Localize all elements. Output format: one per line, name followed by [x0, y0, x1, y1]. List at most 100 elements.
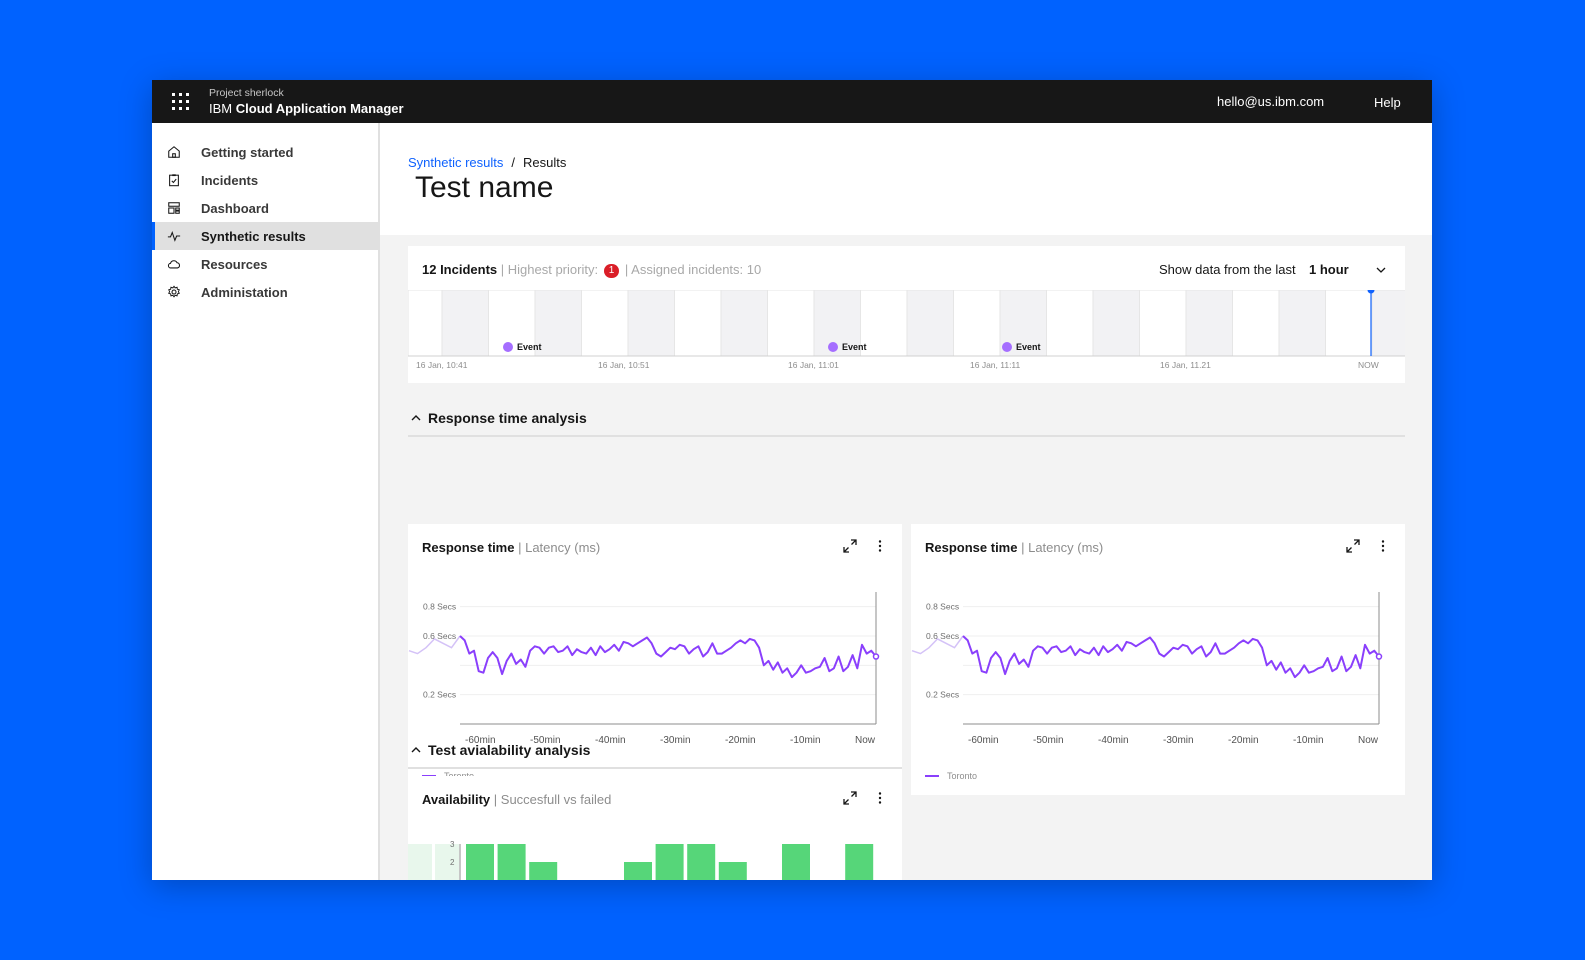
- legend-swatch: [925, 775, 939, 777]
- chevron-down-icon: [1376, 267, 1386, 273]
- x-tick-label: -60min: [968, 735, 999, 746]
- product-name: IBM Cloud Application Manager: [209, 100, 404, 117]
- priority-badge: 1: [603, 264, 620, 278]
- incident-summary: 12 Incidents | Highest priority: 1 | Ass…: [422, 262, 761, 278]
- timeline-column: [860, 290, 908, 357]
- breadcrumb-separator: /: [511, 155, 515, 170]
- timeline-tick-label: 16 Jan, 10:51: [598, 360, 650, 370]
- event-marker: Event: [828, 342, 867, 352]
- y-tick-label: 0.6 Secs: [926, 631, 959, 641]
- timeline-column: [1046, 290, 1094, 357]
- event-dot: [828, 342, 838, 352]
- card-actions: [1345, 538, 1391, 554]
- timeline-column: [953, 290, 1001, 357]
- response-time-chart: 0.8 Secs 0.6 Secs 0.2 Secs -60min -50min -40m…: [408, 592, 880, 746]
- sidebar-item-label: Administation: [201, 285, 288, 300]
- overflow-menu-icon[interactable]: [1375, 538, 1391, 554]
- now-indicator-dot: [1367, 290, 1375, 294]
- incident-timeline: Event Event Event 16 Jan, 10:41 16 Jan, 10:5…: [408, 290, 1405, 370]
- event-dot: [503, 342, 513, 352]
- x-tick-label: Now: [855, 735, 876, 746]
- x-tick-label: -40min: [595, 735, 626, 746]
- y-tick-label: 3: [450, 840, 455, 849]
- y-tick-label: 0.6 Secs: [423, 631, 456, 641]
- section-title: Response time analysis: [428, 410, 587, 426]
- timeline-column: [1232, 290, 1280, 357]
- expand-icon[interactable]: [1345, 538, 1361, 554]
- overflow-menu-icon[interactable]: [872, 790, 888, 806]
- series-line-toronto: [459, 635, 877, 679]
- sidebar-item-getting-started[interactable]: Getting started: [152, 138, 378, 166]
- bar-faint: [435, 844, 459, 880]
- x-tick-label: -20min: [1228, 735, 1259, 746]
- chart-subtitle: | Succesfull vs failed: [493, 792, 612, 807]
- availability-bar: [497, 844, 526, 880]
- timeline-column: [674, 290, 722, 357]
- sidebar-item-label: Dashboard: [201, 201, 269, 216]
- sidebar-item-resources[interactable]: Resources: [152, 250, 378, 278]
- product-brand[interactable]: Project sherlock IBM Cloud Application M…: [209, 87, 404, 117]
- event-label: Event: [517, 342, 542, 352]
- event-label: Event: [1016, 342, 1041, 352]
- chart-subtitle: | Latency (ms): [1021, 540, 1104, 555]
- timeline-tick-label: 16 Jan, 11:11: [970, 360, 1021, 370]
- event-label: Event: [842, 342, 867, 352]
- section-header-availability[interactable]: Test avialability analysis: [410, 742, 590, 758]
- dashboard-icon: [168, 202, 180, 214]
- series-line-faint: [911, 635, 964, 655]
- availability-bar: [782, 844, 810, 880]
- series-end-point: [1375, 653, 1383, 660]
- response-time-card-2: Response time | Latency (ms) 0.8 Secs 0.6…: [911, 524, 1405, 795]
- overflow-menu-icon[interactable]: [872, 538, 888, 554]
- product-title: Cloud Application Manager: [235, 101, 404, 116]
- sidebar-item-incidents[interactable]: Incidents: [152, 166, 378, 194]
- app-window: Project sherlock IBM Cloud Application M…: [152, 80, 1432, 880]
- sidebar-item-synthetic-results[interactable]: Synthetic results: [152, 222, 378, 250]
- chart-title-text: Availability: [422, 792, 491, 807]
- breadcrumb-current: Results: [523, 155, 567, 170]
- chart-title-text: Response time: [925, 540, 1018, 555]
- x-tick-label: -30min: [660, 735, 691, 746]
- sidebar-item-administation[interactable]: Administation: [152, 278, 378, 306]
- availability-bar: [845, 844, 874, 880]
- response-time-chart: 0.8 Secs 0.6 Secs 0.2 Secs -60min -50min -40m…: [911, 592, 1383, 746]
- x-tick-label: Now: [1358, 735, 1379, 746]
- timeline-tick-label: 16 Jan, 11.21: [1160, 360, 1211, 370]
- timeline-column: [408, 290, 443, 357]
- help-link[interactable]: Help: [1374, 95, 1401, 110]
- availability-bar: [718, 862, 747, 880]
- expand-icon[interactable]: [842, 538, 858, 554]
- timeline-column: [1325, 290, 1373, 357]
- page-title: Test name: [415, 171, 554, 204]
- series-line-toronto: [962, 635, 1380, 679]
- section-header-response-time[interactable]: Response time analysis: [410, 410, 587, 426]
- sidebar-item-label: Synthetic results: [201, 229, 306, 244]
- y-tick-label: 0.8 Secs: [423, 602, 456, 612]
- sidebar-item-dashboard[interactable]: Dashboard: [152, 194, 378, 222]
- chevron-up-icon: [411, 415, 421, 421]
- breadcrumb-link-synthetic-results[interactable]: Synthetic results: [408, 155, 504, 170]
- x-tick-label: -50min: [530, 735, 561, 746]
- card-actions: [842, 790, 888, 806]
- availability-bar: [655, 844, 684, 880]
- timeline-tick-label: 16 Jan, 11:01: [788, 360, 839, 370]
- x-tick-label: -30min: [1163, 735, 1194, 746]
- availability-chart: 32: [408, 840, 874, 880]
- expand-icon[interactable]: [842, 790, 858, 806]
- time-range-dropdown[interactable]: Show data from the last 1 hour: [1159, 262, 1386, 277]
- chart-title-text: Response time: [422, 540, 515, 555]
- x-tick-label: -10min: [1293, 735, 1324, 746]
- availability-bar: [529, 862, 558, 880]
- section-divider: [408, 767, 902, 769]
- chevron-up-icon: [411, 747, 421, 753]
- x-tick-label: -20min: [725, 735, 756, 746]
- timeline-column: [720, 290, 768, 357]
- series-line-faint: [408, 635, 461, 655]
- x-tick-label: -40min: [1098, 735, 1129, 746]
- app-switcher-icon[interactable]: [172, 93, 189, 110]
- timeline-column: [1092, 290, 1140, 357]
- cloud-icon: [167, 260, 180, 269]
- availability-bar: [624, 862, 652, 880]
- user-email[interactable]: hello@us.ibm.com: [1217, 94, 1325, 109]
